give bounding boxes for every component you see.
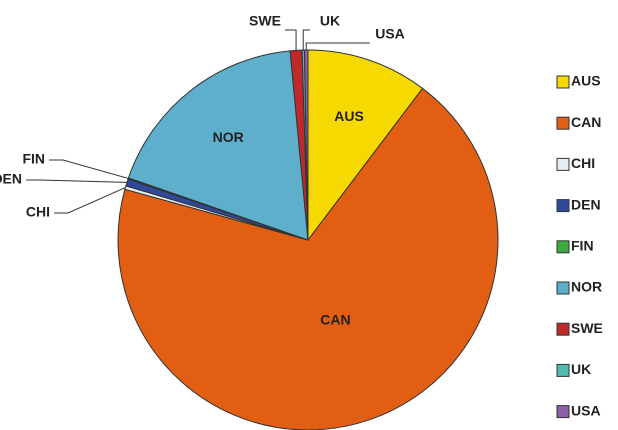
pie-slice	[307, 49, 424, 242]
legend-swatch	[556, 157, 570, 171]
leader-line	[26, 179, 127, 183]
legend-label: UK	[571, 361, 591, 377]
leader-line	[305, 42, 370, 51]
legend-label: DEN	[571, 196, 601, 212]
legend-label: AUS	[571, 73, 601, 89]
pie-slice	[117, 87, 499, 430]
legend-label: FIN	[571, 238, 594, 254]
slice-label: USA	[375, 26, 405, 42]
slice-label: NOR	[213, 129, 244, 145]
legend-swatch	[556, 240, 570, 254]
pie-slice	[303, 49, 309, 241]
legend-swatch	[556, 199, 570, 213]
slice-label: UK	[320, 13, 340, 29]
slice-label: AUS	[334, 108, 364, 124]
legend-label: SWE	[571, 320, 603, 336]
leader-line	[302, 29, 310, 51]
legend-swatch	[556, 116, 570, 130]
slice-label: SWE	[249, 13, 281, 29]
legend-label: CHI	[571, 155, 595, 171]
slice-label: FIN	[22, 151, 45, 167]
leader-line	[285, 29, 297, 51]
legend-swatch	[556, 322, 570, 336]
legend-swatch	[556, 281, 570, 295]
legend-swatch	[556, 75, 570, 89]
legend-label: CAN	[571, 114, 601, 130]
legend-label: USA	[571, 402, 601, 418]
leader-line	[49, 159, 129, 179]
slice-label: CAN	[320, 312, 350, 328]
slice-label: DEN	[0, 171, 22, 187]
legend-swatch	[556, 363, 570, 377]
slice-label: CHI	[26, 204, 50, 220]
pie-slice	[127, 50, 309, 241]
legend-swatch	[556, 405, 570, 419]
leader-line	[54, 187, 126, 214]
legend-label: NOR	[571, 279, 602, 295]
